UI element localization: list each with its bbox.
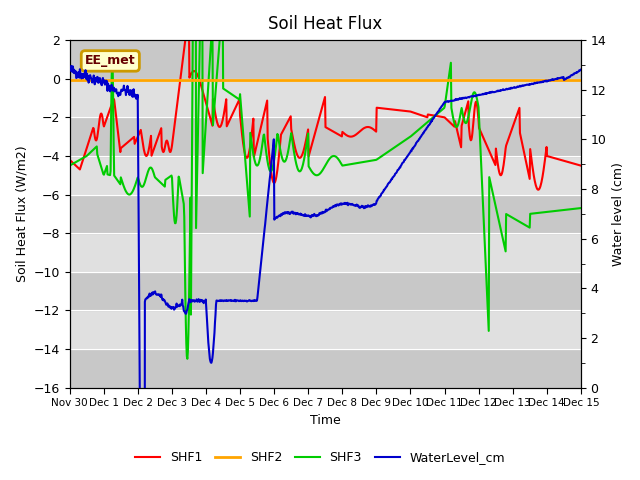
Bar	[70, 349, 581, 388]
SHF2	[465, 77, 472, 83]
WaterLevel_cm	[465, 95, 473, 100]
SHF3	[465, 109, 473, 115]
SHF1	[534, 187, 542, 192]
SHF1	[185, 9, 193, 14]
SHF1	[474, 111, 482, 117]
Line: SHF3: SHF3	[70, 0, 581, 359]
SHF2	[66, 77, 74, 83]
WaterLevel_cm	[67, 63, 75, 69]
Line: WaterLevel_cm: WaterLevel_cm	[70, 66, 581, 480]
Line: SHF1: SHF1	[70, 12, 581, 190]
WaterLevel_cm	[418, 132, 426, 138]
Bar	[70, 40, 581, 79]
SHF2	[273, 77, 280, 83]
SHF3	[184, 356, 191, 361]
Bar	[70, 156, 581, 194]
Legend: SHF1, SHF2, SHF3, WaterLevel_cm: SHF1, SHF2, SHF3, WaterLevel_cm	[130, 446, 510, 469]
SHF1	[577, 163, 585, 168]
SHF3	[577, 205, 585, 211]
SHF2	[577, 77, 585, 83]
Bar	[70, 117, 581, 156]
Text: EE_met: EE_met	[85, 54, 136, 67]
SHF1	[118, 144, 125, 150]
X-axis label: Time: Time	[310, 414, 340, 427]
SHF3	[292, 159, 300, 165]
Y-axis label: Soil Heat Flux (W/m2): Soil Heat Flux (W/m2)	[15, 145, 28, 282]
SHF2	[118, 77, 125, 83]
SHF3	[66, 163, 74, 168]
Bar	[70, 233, 581, 272]
SHF2	[291, 77, 299, 83]
WaterLevel_cm	[273, 215, 281, 220]
SHF1	[417, 112, 425, 118]
WaterLevel_cm	[475, 92, 483, 98]
WaterLevel_cm	[577, 67, 585, 72]
Bar	[70, 79, 581, 117]
SHF3	[418, 124, 426, 130]
SHF1	[66, 157, 74, 163]
SHF2	[474, 77, 481, 83]
WaterLevel_cm	[66, 66, 74, 72]
SHF1	[291, 146, 299, 152]
Bar	[70, 311, 581, 349]
SHF3	[273, 131, 281, 137]
Bar	[70, 272, 581, 311]
SHF2	[417, 77, 424, 83]
Bar	[70, 194, 581, 233]
SHF1	[273, 170, 281, 176]
WaterLevel_cm	[118, 88, 126, 94]
Title: Soil Heat Flux: Soil Heat Flux	[268, 15, 382, 33]
SHF1	[465, 123, 472, 129]
WaterLevel_cm	[292, 211, 300, 217]
SHF3	[475, 104, 483, 110]
Y-axis label: Water level (cm): Water level (cm)	[612, 162, 625, 266]
SHF3	[118, 178, 125, 183]
